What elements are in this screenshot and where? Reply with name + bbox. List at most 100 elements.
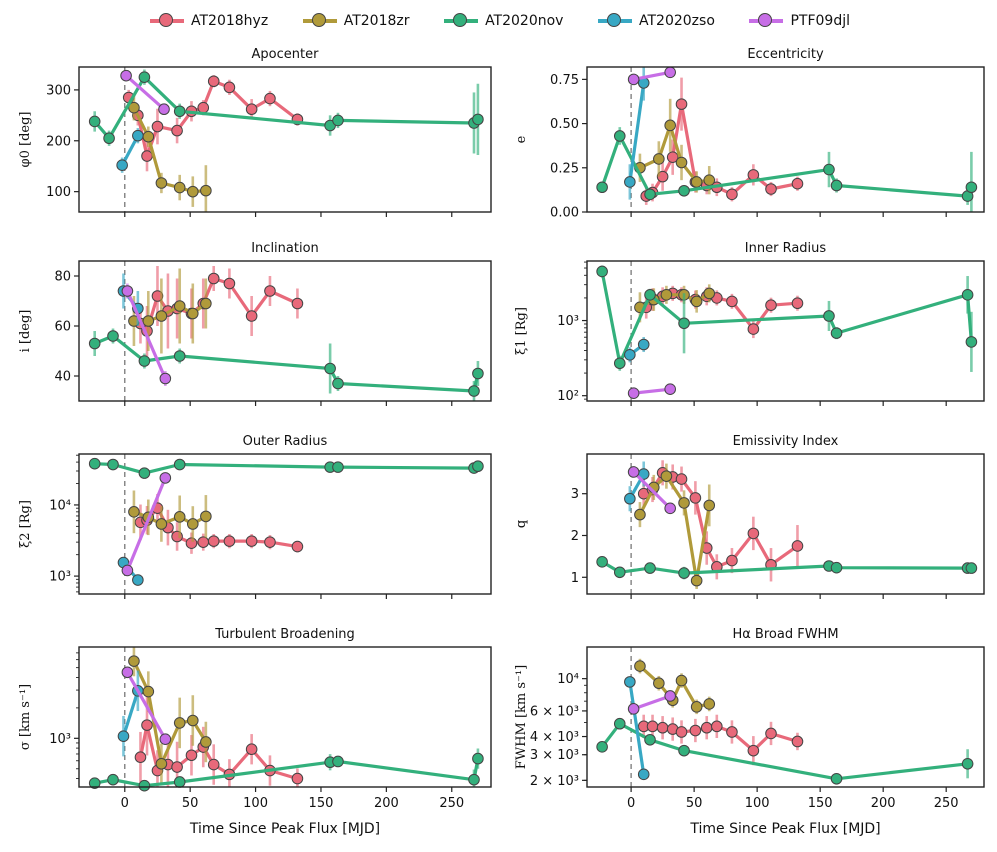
- axes-frame: [78, 646, 492, 788]
- data-point: [155, 177, 168, 189]
- legend-label: PTF09djl: [790, 13, 850, 29]
- legend-item-at2020nov[interactable]: AT2020nov: [444, 13, 563, 29]
- x-tick-label: 150: [309, 796, 334, 811]
- legend-item-ptf09djl[interactable]: PTF09djl: [749, 13, 850, 29]
- y-tick-label: 10⁴: [557, 672, 579, 687]
- data-point: [121, 666, 134, 679]
- data-point: [765, 183, 777, 195]
- legend-label: AT2018zr: [343, 13, 410, 29]
- legend-label: AT2020zso: [639, 13, 715, 29]
- data-point: [159, 372, 172, 385]
- series-ptf09djl: [121, 283, 172, 386]
- data-point: [207, 75, 220, 88]
- data-point: [472, 367, 484, 380]
- data-point: [675, 98, 688, 110]
- y-tick-label: 10⁴: [49, 498, 71, 513]
- series-line: [94, 462, 479, 475]
- data-point: [644, 188, 656, 201]
- data-point: [159, 472, 172, 484]
- panel-title: Hα Broad FWHM: [732, 627, 838, 642]
- legend-swatch: [598, 13, 633, 29]
- data-point: [332, 114, 344, 127]
- legend-item-at2018hyz[interactable]: AT2018hyz: [150, 13, 268, 29]
- series-line: [125, 290, 167, 380]
- x-axis-label: Time Since Peak Flux [MJD]: [689, 821, 880, 837]
- legend-label: AT2020nov: [485, 13, 564, 29]
- data-point: [88, 777, 101, 789]
- data-point: [264, 536, 276, 548]
- data-point: [830, 327, 843, 339]
- data-point: [132, 129, 144, 142]
- series-ptf09djl: [121, 666, 172, 746]
- data-point: [791, 297, 804, 310]
- data-point: [245, 535, 258, 547]
- y-tick-label: 10³: [557, 314, 579, 329]
- series-at2018hyz: [122, 75, 304, 172]
- x-tick-label: 0: [121, 796, 129, 811]
- data-point: [207, 535, 220, 547]
- legend-item-at2018zr[interactable]: AT2018zr: [302, 13, 410, 29]
- series-ptf09djl: [627, 690, 676, 715]
- axes-frame: [78, 453, 492, 595]
- x-tick-label: 100: [745, 796, 770, 811]
- data-point: [689, 492, 702, 504]
- data-point: [596, 741, 608, 753]
- data-point: [664, 690, 676, 702]
- data-point: [675, 726, 688, 738]
- series-at2020nov: [88, 328, 484, 401]
- panel-title: Inclination: [251, 241, 319, 256]
- series-line: [121, 690, 140, 737]
- legend-swatch: [150, 13, 184, 29]
- data-point: [120, 69, 132, 82]
- data-point: [646, 720, 659, 733]
- data-point: [223, 277, 236, 290]
- data-point: [627, 466, 640, 478]
- data-point: [726, 188, 738, 201]
- axes-frame: [78, 260, 492, 402]
- data-point: [627, 73, 640, 86]
- series-at2020nov: [88, 457, 484, 479]
- data-point: [965, 336, 978, 348]
- data-point: [703, 698, 716, 710]
- data-point: [186, 714, 199, 727]
- panel-4: Outer Radius 10³ 10⁴ ξ2 [Rg]: [18, 434, 492, 599]
- data-point: [830, 179, 843, 192]
- series-ptf09djl: [627, 383, 676, 399]
- data-point: [138, 355, 151, 367]
- data-point: [596, 265, 608, 278]
- series-ptf09djl: [120, 69, 170, 116]
- y-tick-label: 200: [46, 134, 71, 149]
- y-axis-label: e: [514, 135, 529, 143]
- data-point: [472, 460, 484, 473]
- data-point: [185, 749, 198, 762]
- data-point: [624, 492, 636, 505]
- data-point: [207, 758, 220, 771]
- data-point: [613, 357, 626, 370]
- data-point: [613, 566, 626, 579]
- data-point: [264, 285, 276, 297]
- series-at2018zr: [634, 463, 716, 589]
- data-point: [245, 310, 258, 322]
- data-point: [664, 66, 676, 79]
- series-line: [125, 477, 167, 572]
- data-point: [138, 779, 151, 792]
- series-line: [125, 74, 166, 111]
- data-point: [961, 757, 974, 770]
- data-point: [121, 564, 134, 577]
- data-point: [637, 338, 650, 351]
- series-at2020nov: [88, 69, 484, 156]
- legend-item-at2020zso[interactable]: AT2020zso: [598, 13, 715, 29]
- series-line: [94, 334, 480, 393]
- data-point: [332, 461, 344, 473]
- data-point: [675, 156, 688, 169]
- series-at2018hyz: [637, 714, 804, 766]
- data-point: [823, 163, 835, 176]
- data-point: [664, 502, 676, 515]
- series-at2020nov: [596, 127, 978, 212]
- y-axis-label: σ [km s⁻¹]: [18, 684, 33, 750]
- data-point: [223, 535, 236, 547]
- series-line: [633, 694, 671, 711]
- data-point: [141, 719, 153, 731]
- series-at2020nov: [596, 265, 978, 372]
